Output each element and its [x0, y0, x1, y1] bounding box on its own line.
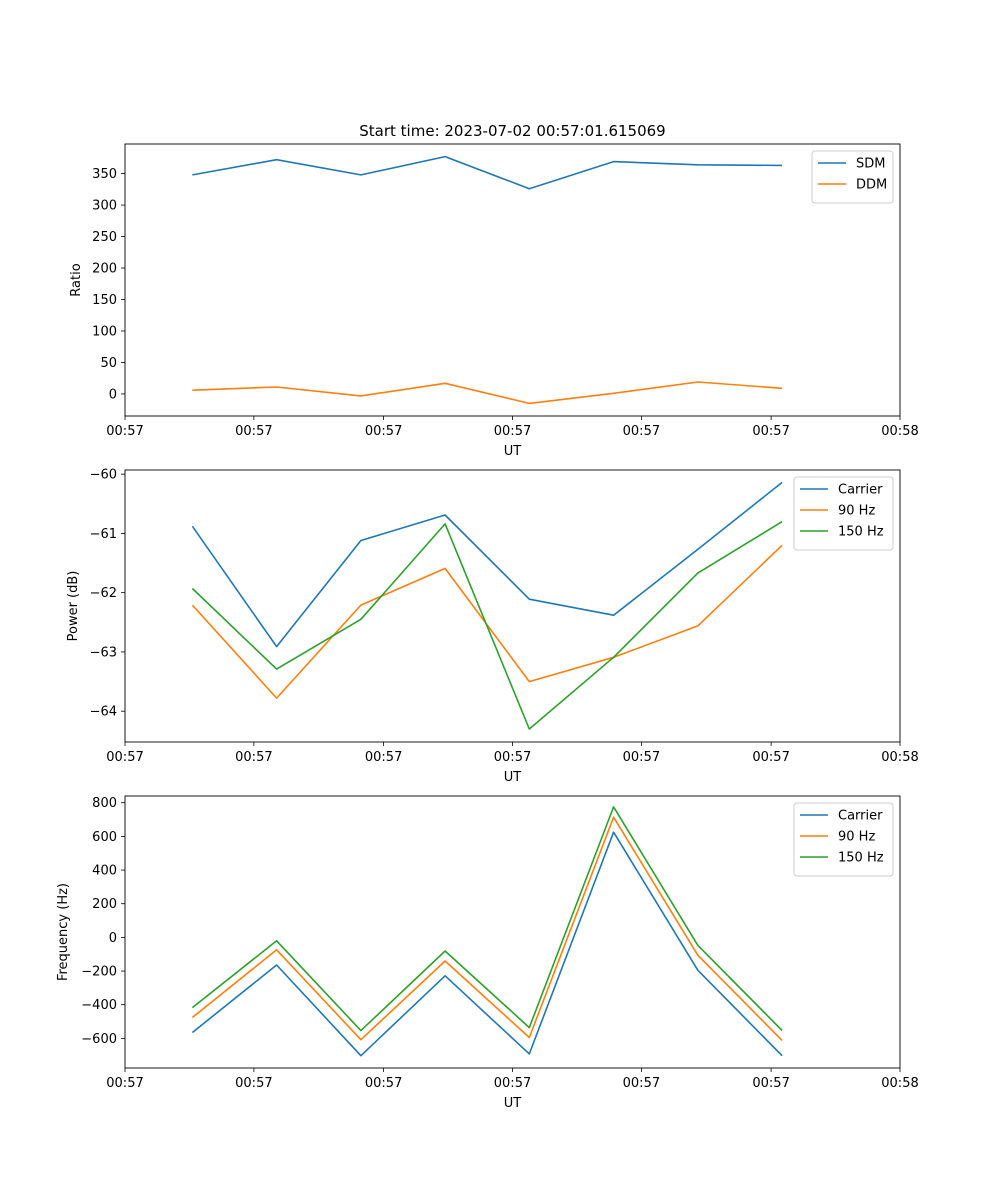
x-tick-label: 00:57 — [623, 1076, 660, 1091]
x-tick-label: 00:57 — [365, 1076, 402, 1091]
x-tick-label: 00:57 — [623, 750, 660, 765]
x-tick-label: 00:57 — [106, 750, 143, 765]
legend-label: 90 Hz — [838, 830, 875, 845]
chart-title: Start time: 2023-07-02 00:57:01.615069 — [359, 122, 665, 140]
y-tick-label: 200 — [92, 262, 117, 277]
series-line-150-hz — [191, 806, 783, 1032]
y-axis-label: Power (dB) — [66, 571, 81, 642]
y-tick-label: 800 — [92, 796, 117, 811]
x-axis-label: UT — [504, 1096, 522, 1111]
x-tick-label: 00:58 — [881, 1076, 918, 1091]
legend-label: 150 Hz — [838, 525, 884, 540]
series-line-carrier — [191, 481, 783, 648]
y-axis-label: Frequency (Hz) — [56, 883, 71, 981]
y-tick-label: −60 — [90, 468, 117, 483]
x-tick-label: 00:57 — [752, 424, 789, 439]
axes-frame — [124, 469, 901, 743]
x-tick-label: 00:58 — [881, 424, 918, 439]
x-tick-label: 00:57 — [235, 424, 272, 439]
x-tick-label: 00:57 — [106, 1076, 143, 1091]
y-tick-label: −200 — [81, 965, 117, 980]
y-tick-label: −63 — [90, 645, 117, 660]
series-line-150-hz — [191, 520, 783, 730]
subplot-1: Start time: 2023-07-02 00:57:01.61506900… — [69, 122, 919, 459]
y-tick-label: −600 — [81, 1032, 117, 1047]
x-tick-label: 00:57 — [106, 424, 143, 439]
x-tick-label: 00:57 — [365, 424, 402, 439]
series-line-90-hz — [191, 816, 783, 1041]
y-tick-label: −64 — [90, 705, 117, 720]
legend-label: Carrier — [838, 483, 883, 498]
legend-label: DDM — [856, 178, 887, 193]
y-tick-label: 350 — [92, 167, 117, 182]
legend-label: 90 Hz — [838, 504, 875, 519]
x-tick-label: 00:57 — [365, 750, 402, 765]
x-tick-label: 00:57 — [494, 424, 531, 439]
axes-frame — [124, 795, 901, 1069]
series-line-carrier — [191, 831, 783, 1057]
y-tick-label: 600 — [92, 830, 117, 845]
y-tick-label: −62 — [90, 586, 117, 601]
y-axis-label: Ratio — [69, 263, 84, 296]
y-tick-label: −400 — [81, 998, 117, 1013]
y-tick-label: 200 — [92, 897, 117, 912]
x-axis-label: UT — [504, 770, 522, 785]
x-tick-label: 00:57 — [494, 750, 531, 765]
legend-label: 150 Hz — [838, 851, 884, 866]
y-tick-label: 250 — [92, 230, 117, 245]
y-tick-label: 100 — [92, 325, 117, 340]
x-tick-label: 00:58 — [881, 750, 918, 765]
y-tick-label: 0 — [109, 931, 117, 946]
axes-frame — [124, 143, 901, 417]
y-tick-label: 400 — [92, 864, 117, 879]
x-tick-label: 00:57 — [235, 1076, 272, 1091]
legend: SDM DDM — [811, 150, 894, 204]
y-tick-label: −61 — [90, 527, 117, 542]
legend-label: Carrier — [838, 809, 883, 824]
series-line-ddm — [192, 381, 783, 405]
legend: Carrier 90 Hz 150 Hz — [793, 802, 894, 877]
y-tick-label: 150 — [92, 293, 117, 308]
x-tick-label: 00:57 — [752, 1076, 789, 1091]
x-axis-label: UT — [504, 444, 522, 459]
y-tick-label: 300 — [92, 199, 117, 214]
x-tick-label: 00:57 — [623, 424, 660, 439]
legend-box — [811, 150, 894, 204]
y-tick-label: 0 — [109, 387, 117, 402]
series-line-sdm — [192, 155, 783, 190]
subplot-2: 00:57 00:57 00:57 00:57 00:57 00:57 00:58 −64 −6… — [66, 468, 919, 785]
subplot-3: 00:57 00:57 00:57 00:57 00:57 00:57 00:58 −600 −… — [56, 795, 919, 1111]
legend-label: SDM — [856, 157, 885, 172]
y-tick-label: 50 — [100, 356, 117, 371]
legend: Carrier 90 Hz 150 Hz — [793, 476, 894, 551]
x-tick-label: 00:57 — [752, 750, 789, 765]
x-tick-label: 00:57 — [235, 750, 272, 765]
x-tick-label: 00:57 — [494, 1076, 531, 1091]
